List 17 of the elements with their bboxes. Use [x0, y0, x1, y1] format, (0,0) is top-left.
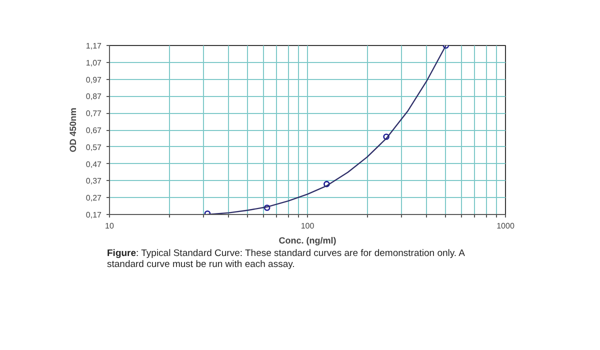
- x-tick-label: 1000: [496, 222, 515, 230]
- y-tick-label: 0,77: [86, 109, 102, 118]
- y-tick-label: 0,27: [86, 194, 102, 203]
- text: Figure: Typical Standard Curve: These standard curves are for demonstration only. A standard curve must be run with each assay.: [107, 248, 466, 271]
- y-tick-label: 0,37: [86, 176, 102, 186]
- y-tick-label: 0,57: [86, 142, 102, 152]
- y-tick-label: 0,97: [86, 75, 102, 84]
- y-tick-label: 1,07: [86, 58, 102, 68]
- y-tick-label: 0,87: [86, 92, 102, 102]
- y-axis-title: OD 450nm: [68, 108, 78, 152]
- y-tick-label: 0,17: [86, 210, 102, 220]
- y-tick-label: 0,67: [86, 126, 102, 135]
- x-axis-title: Conc. (ng/ml): [278, 236, 336, 246]
- y-tick-label: 0,47: [86, 160, 102, 169]
- x-tick-label: 100: [300, 222, 315, 230]
- x-tick-label: 10: [105, 222, 114, 230]
- y-tick-label: 1,17: [86, 42, 102, 50]
